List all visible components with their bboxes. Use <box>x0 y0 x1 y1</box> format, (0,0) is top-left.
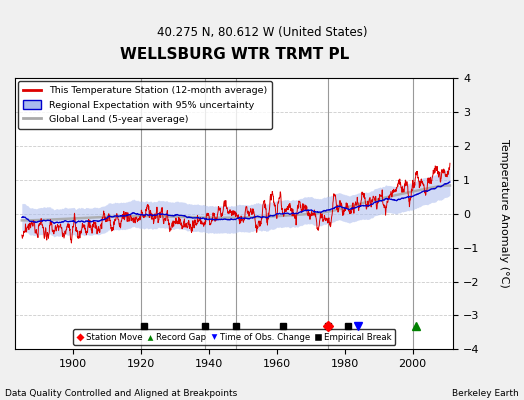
Y-axis label: Temperature Anomaly (°C): Temperature Anomaly (°C) <box>499 140 509 288</box>
Legend: Station Move, Record Gap, Time of Obs. Change, Empirical Break: Station Move, Record Gap, Time of Obs. C… <box>73 329 395 345</box>
Title: WELLSBURG WTR TRMT PL: WELLSBURG WTR TRMT PL <box>119 47 349 62</box>
Text: 40.275 N, 80.612 W (United States): 40.275 N, 80.612 W (United States) <box>157 26 367 39</box>
Text: Data Quality Controlled and Aligned at Breakpoints: Data Quality Controlled and Aligned at B… <box>5 389 237 398</box>
Text: Berkeley Earth: Berkeley Earth <box>452 389 519 398</box>
